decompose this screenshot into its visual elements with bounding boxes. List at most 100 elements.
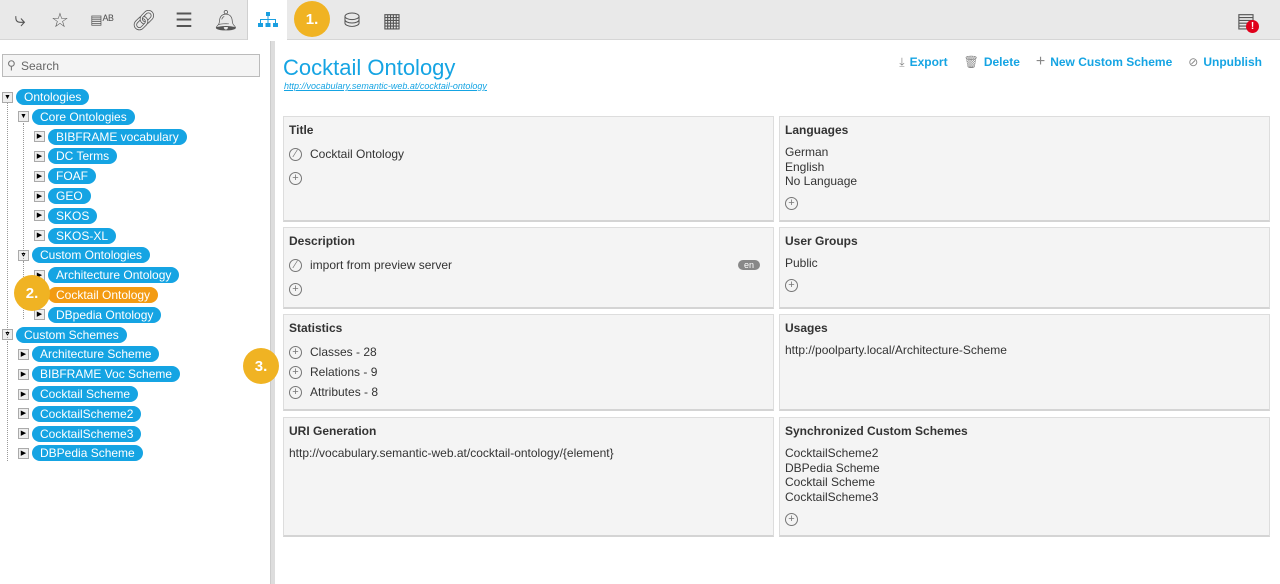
tree-guide-line bbox=[7, 103, 8, 338]
add-icon[interactable]: + bbox=[289, 282, 302, 296]
expand-icon[interactable]: ▶ bbox=[34, 230, 45, 242]
tree-node[interactable]: ▼ Custom Ontologies bbox=[18, 247, 151, 264]
plus-icon: + bbox=[1035, 53, 1046, 70]
tree-node-label[interactable]: Ontologies bbox=[16, 89, 90, 105]
expand-icon[interactable]: ▶ bbox=[18, 428, 29, 440]
expand-icon[interactable]: + bbox=[289, 365, 302, 379]
tree-node-label[interactable]: Cocktail Ontology bbox=[48, 287, 159, 303]
bell-icon[interactable]: 🔔︎ bbox=[213, 9, 239, 32]
statistics-panel: Statistics + Classes - 28 + Relations - 9 … bbox=[283, 314, 774, 411]
expand-icon[interactable]: ▶ bbox=[18, 368, 29, 380]
unpublish-button[interactable]: ⊘ Unpublish bbox=[1188, 55, 1262, 70]
tree-node-label[interactable]: SKOS bbox=[48, 207, 98, 224]
tree-node[interactable]: ▶ DBPedia Scheme bbox=[18, 445, 143, 462]
tree-node-label[interactable]: Architecture Ontology bbox=[48, 267, 180, 284]
export-button[interactable]: ⤓ Export bbox=[899, 55, 947, 70]
server-alert-icon[interactable]: ▤! bbox=[1226, 0, 1266, 40]
tree-node-label[interactable]: Custom Schemes bbox=[16, 326, 127, 343]
add-icon[interactable]: + bbox=[785, 279, 798, 292]
tree-node-label[interactable]: Core Ontologies bbox=[32, 108, 135, 125]
tree-node[interactable]: ▶ CocktailScheme3 bbox=[18, 425, 142, 442]
expand-icon[interactable]: + bbox=[289, 385, 302, 399]
statistics-heading: Statistics bbox=[289, 321, 343, 335]
expand-icon[interactable]: ▶ bbox=[18, 388, 29, 400]
tree-node[interactable]: ▼ Custom Schemes bbox=[2, 326, 127, 343]
expand-icon[interactable]: ▶ bbox=[18, 408, 29, 420]
list-icon[interactable]: ☰ bbox=[175, 9, 193, 32]
download-icon: ⤓ bbox=[899, 55, 905, 69]
languages-panel: Languages German English No Language + bbox=[779, 116, 1270, 222]
languages-heading: Languages bbox=[785, 123, 849, 137]
tree-node[interactable]: ▶ Architecture Ontology bbox=[34, 267, 180, 284]
database-icon[interactable]: ⛁ bbox=[343, 9, 361, 32]
expand-icon[interactable]: ▶ bbox=[34, 131, 45, 143]
tree-node-label[interactable]: FOAF bbox=[48, 168, 96, 185]
edit-disabled-icon[interactable]: ⁄ bbox=[289, 147, 302, 161]
tree-node[interactable]: ▼ Core Ontologies bbox=[18, 108, 135, 125]
delete-button[interactable]: 🗑︎ Delete bbox=[964, 55, 1020, 70]
expand-icon[interactable]: ▶ bbox=[34, 210, 45, 222]
link-icon[interactable]: 🔗︎ bbox=[131, 9, 157, 32]
search-placeholder: Search bbox=[21, 59, 60, 73]
tree-node-label[interactable]: BIBFRAME vocabulary bbox=[48, 128, 187, 145]
tree-node[interactable]: ▶ GEO bbox=[34, 188, 91, 204]
add-icon[interactable]: + bbox=[289, 171, 302, 185]
sidebar: ⚲ Search ▼ Ontologies ▼ Core Ontologies ▶ BIBF… bbox=[0, 41, 270, 584]
tree-node-label[interactable]: SKOS-XL bbox=[48, 227, 117, 244]
tree-node[interactable]: ▶ BIBFRAME vocabulary bbox=[34, 128, 187, 145]
tree-node-label[interactable]: CocktailScheme2 bbox=[32, 405, 142, 422]
expand-icon[interactable]: ▶ bbox=[34, 190, 45, 202]
new-custom-scheme-button[interactable]: + New Custom Scheme bbox=[1035, 53, 1172, 70]
add-icon[interactable]: + bbox=[785, 512, 798, 526]
expand-icon[interactable]: ▶ bbox=[34, 170, 45, 182]
tree-node[interactable]: ▶ Cocktail Scheme bbox=[18, 386, 139, 402]
add-icon[interactable]: + bbox=[785, 197, 798, 210]
tree-node[interactable]: ▶ BIBFRAME Voc Scheme bbox=[18, 366, 181, 383]
edit-disabled-icon[interactable]: ⁄ bbox=[289, 258, 302, 272]
tree-node[interactable]: ▶ SKOS-XL bbox=[34, 227, 117, 244]
expand-icon[interactable]: ▶ bbox=[34, 309, 45, 321]
tree-node-label[interactable]: Architecture Scheme bbox=[32, 346, 160, 363]
collapse-icon[interactable]: ▼ bbox=[2, 91, 13, 103]
tree-node-label[interactable]: GEO bbox=[48, 188, 91, 204]
server-cloud-icon[interactable]: ▦ bbox=[382, 9, 402, 32]
starred-document-icon[interactable]: ☆ bbox=[51, 9, 69, 32]
tree-guide-line bbox=[7, 341, 8, 461]
tree-node[interactable]: ▶ CocktailScheme2 bbox=[18, 405, 142, 422]
expand-icon[interactable]: ▶ bbox=[34, 150, 45, 162]
tree-node-label[interactable]: Cocktail Scheme bbox=[32, 386, 139, 402]
stat-attributes: Attributes - 8 bbox=[310, 385, 379, 399]
tree-node-label[interactable]: DBPedia Scheme bbox=[32, 445, 143, 462]
tree-node[interactable]: ▶Cocktail Ontology bbox=[34, 287, 159, 303]
tree-node[interactable]: ▶ FOAF bbox=[34, 168, 96, 185]
expand-icon[interactable]: ▶ bbox=[18, 447, 29, 459]
tree-node-label[interactable]: DC Terms bbox=[48, 148, 118, 165]
tree-node[interactable]: ▶ SKOS bbox=[34, 207, 98, 224]
ontology-uri-link[interactable]: http://vocabulary.semantic-web.at/cockta… bbox=[284, 81, 487, 91]
panel-splitter[interactable] bbox=[270, 41, 275, 584]
tree-node-label[interactable]: CocktailScheme3 bbox=[32, 425, 142, 442]
language-item: No Language bbox=[785, 174, 858, 188]
tree-node[interactable]: ▶ DBpedia Ontology bbox=[34, 306, 162, 323]
expand-icon[interactable]: ▶ bbox=[18, 348, 29, 360]
expand-icon[interactable]: + bbox=[289, 345, 302, 359]
tree-node[interactable]: ▶ DC Terms bbox=[34, 148, 118, 165]
document-ab-icon[interactable]: ▤ᴬᴮ bbox=[90, 12, 114, 27]
language-item: German bbox=[785, 145, 829, 159]
uri-generation-heading: URI Generation bbox=[289, 424, 377, 438]
tree-node-label[interactable]: Custom Ontologies bbox=[32, 247, 151, 264]
hierarchy-icon[interactable]: ⤷ bbox=[14, 8, 26, 31]
usage-item: http://poolparty.local/Architecture-Sche… bbox=[785, 343, 1007, 357]
title-heading: Title bbox=[289, 123, 314, 137]
tree-node[interactable]: ▼ Ontologies bbox=[2, 89, 90, 105]
tree-node-label[interactable]: BIBFRAME Voc Scheme bbox=[32, 366, 181, 383]
user-groups-panel: User Groups Public + bbox=[779, 227, 1270, 309]
search-input[interactable]: ⚲ Search bbox=[2, 54, 260, 77]
synchronized-schemes-panel: Synchronized Custom Schemes CocktailSche… bbox=[779, 417, 1270, 537]
org-chart-icon[interactable] bbox=[247, 0, 287, 40]
tree-node[interactable]: ▶ Architecture Scheme bbox=[18, 346, 160, 363]
collapse-icon[interactable]: ▼ bbox=[18, 111, 29, 123]
tree-node-label[interactable]: DBpedia Ontology bbox=[48, 306, 162, 323]
unpublish-label: Unpublish bbox=[1203, 55, 1262, 69]
trash-icon: 🗑︎ bbox=[963, 55, 979, 69]
